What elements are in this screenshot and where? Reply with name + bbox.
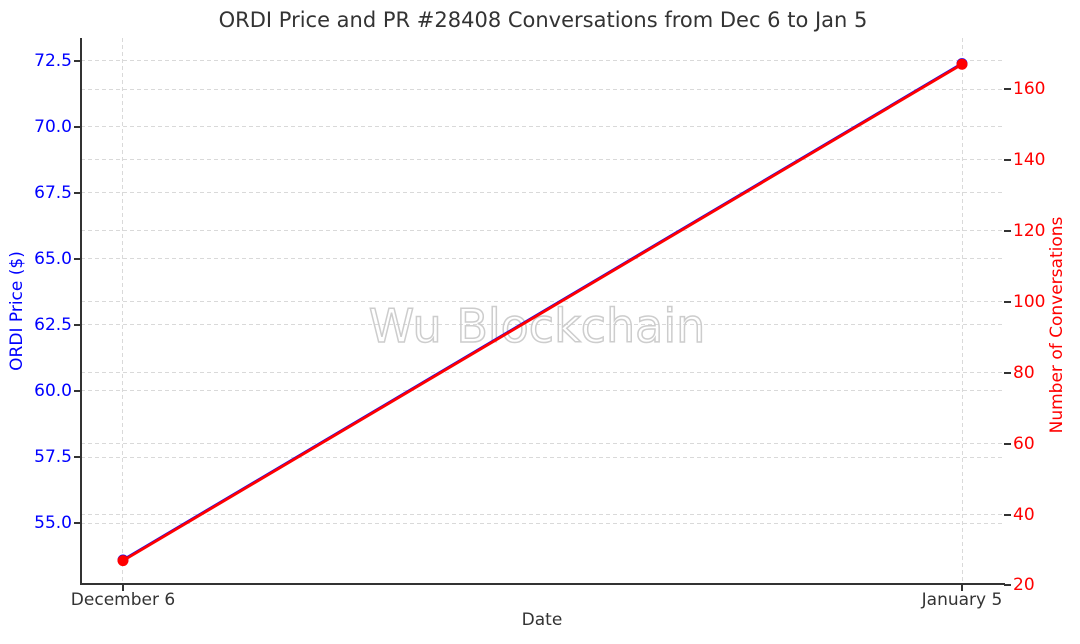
gridline-x	[122, 38, 124, 584]
series-line	[122, 63, 963, 562]
left-axis-spine	[80, 38, 82, 585]
watermark-text: Wu Blockchain	[368, 298, 706, 354]
left-tick-mark	[74, 59, 81, 62]
gridline-left-axis	[81, 192, 1004, 194]
left-y-tick-label: 67.5	[34, 182, 72, 203]
gridline-right-axis	[81, 88, 1004, 90]
right-y-axis-label: Number of Conversations	[1047, 216, 1067, 434]
data-point-marker	[956, 58, 968, 70]
gridline-left-axis	[81, 522, 1004, 524]
gridline-left-axis	[81, 456, 1004, 458]
x-tick-mark	[121, 584, 124, 591]
left-y-tick-label: 55.0	[34, 513, 72, 533]
left-y-axis-label: ORDI Price ($)	[7, 251, 27, 371]
right-tick-mark	[1004, 584, 1011, 587]
chart-title: ORDI Price and PR #28408 Conversations f…	[218, 8, 868, 32]
left-tick-mark	[74, 191, 81, 194]
right-tick-mark	[1004, 442, 1011, 445]
gridline-left-axis	[81, 60, 1004, 62]
left-tick-mark	[74, 522, 81, 524]
left-tick-mark	[74, 125, 81, 128]
data-line-layer	[117, 58, 968, 567]
x-tick-label: December 6	[70, 590, 176, 610]
right-y-tick-label: 120	[1013, 220, 1046, 241]
right-tick-mark	[1004, 300, 1011, 303]
right-tick-mark	[1004, 513, 1011, 516]
right-y-tick-label: 160	[1013, 79, 1046, 100]
gridline-right-axis	[81, 443, 1004, 445]
right-y-tick-label: 20	[1013, 575, 1035, 596]
gridline-right-axis	[81, 301, 1004, 303]
right-y-tick-label: 100	[1013, 291, 1046, 312]
gridline-left-axis	[81, 390, 1004, 392]
x-axis-label: Date	[521, 610, 563, 630]
right-y-tick-label: 80	[1013, 362, 1035, 383]
bottom-axis-spine	[80, 583, 1005, 585]
data-point-marker	[117, 555, 129, 567]
right-tick-mark	[1004, 88, 1011, 91]
gridline-right-axis	[81, 159, 1004, 161]
right-y-tick-label: 60	[1013, 433, 1035, 454]
left-tick-mark	[74, 257, 81, 260]
gridline-left-axis	[81, 126, 1004, 128]
left-y-tick-label: 70.0	[34, 116, 72, 137]
gridline-right-axis	[81, 230, 1004, 232]
gridline-left-axis	[81, 324, 1004, 326]
right-tick-mark	[1004, 229, 1011, 232]
right-tick-mark	[1004, 158, 1011, 161]
left-tick-mark	[74, 323, 81, 326]
left-y-tick-label: 60.0	[34, 380, 72, 401]
right-tick-mark	[1004, 371, 1011, 374]
left-tick-mark	[74, 389, 81, 392]
gridline-right-axis	[81, 514, 1004, 515]
gridline-right-axis	[81, 372, 1004, 374]
x-tick-label: January 5	[921, 590, 1003, 610]
left-y-tick-label: 62.5	[34, 314, 72, 335]
gridline-x	[961, 38, 963, 584]
left-y-tick-label: 57.5	[34, 447, 72, 467]
left-y-tick-label: 65.0	[34, 248, 72, 269]
gridline-left-axis	[81, 258, 1004, 260]
left-y-tick-label: 72.5	[34, 50, 72, 71]
left-tick-mark	[74, 456, 81, 458]
right-y-tick-label: 140	[1013, 149, 1046, 170]
right-y-tick-label: 40	[1013, 504, 1035, 525]
x-tick-mark	[961, 584, 963, 591]
